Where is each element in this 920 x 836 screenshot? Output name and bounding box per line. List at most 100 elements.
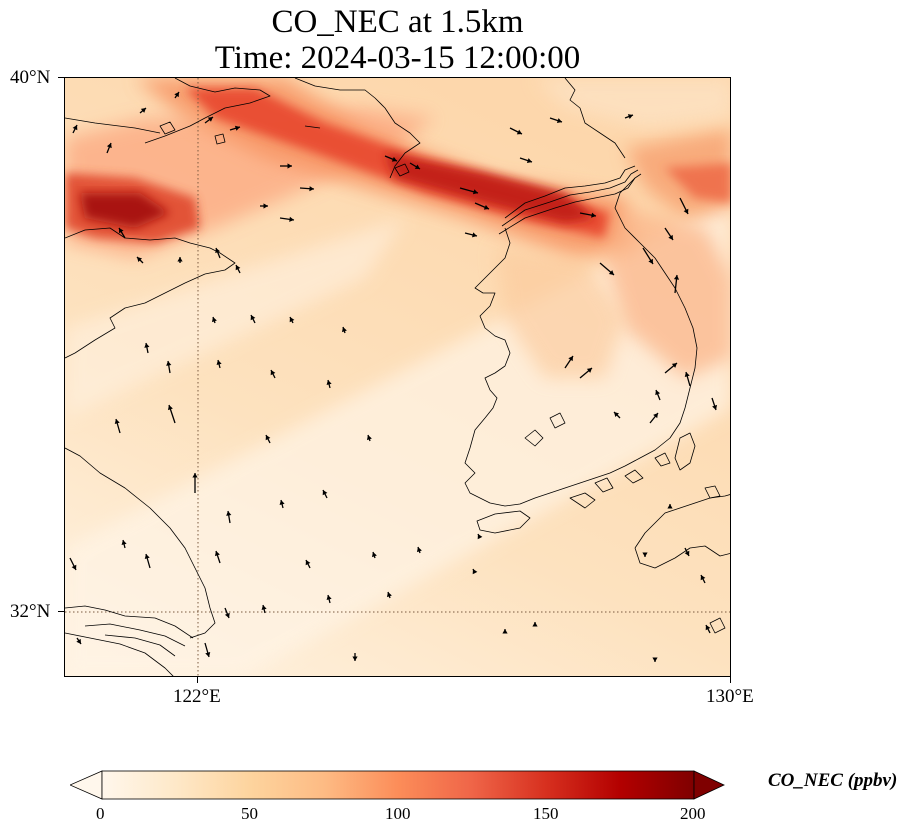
wind-arrow-head bbox=[326, 380, 332, 385]
wind-arrow-head bbox=[477, 534, 483, 540]
wind-arrow-head bbox=[516, 129, 522, 135]
wind-arrow-head bbox=[71, 564, 77, 570]
wind-arrow-head bbox=[556, 118, 562, 124]
wind-arrow-head bbox=[114, 419, 120, 425]
wind-arrow-head bbox=[608, 270, 614, 275]
wind-arrow-head bbox=[683, 208, 689, 214]
wind-arrow-head bbox=[526, 158, 532, 164]
colorbar-label: CO_NEC (ppbv) bbox=[768, 770, 898, 791]
wind-arrow-head bbox=[655, 390, 661, 396]
wind-arrow-head bbox=[472, 189, 478, 195]
wind-arrow-head bbox=[371, 552, 377, 558]
wind-arrow-head bbox=[76, 638, 81, 644]
wind-arrow-head bbox=[667, 504, 673, 509]
wind-arrow-head bbox=[627, 114, 633, 120]
wind-arrow-head bbox=[305, 560, 311, 566]
coastlines bbox=[65, 78, 730, 676]
wind-arrow-head bbox=[472, 232, 477, 238]
wind-arrow-head bbox=[216, 360, 222, 365]
wind-arrow-head bbox=[205, 651, 211, 657]
wind-arrow-head bbox=[700, 575, 706, 581]
wind-arrow-head bbox=[279, 500, 285, 505]
lat-label-32: 32°N bbox=[10, 601, 51, 622]
map-title-line1: CO_NEC at 1.5km bbox=[271, 4, 524, 40]
colorbar-extend-max bbox=[693, 770, 725, 800]
wind-arrow-head bbox=[502, 629, 508, 634]
wind-arrow-head bbox=[137, 257, 143, 263]
map-plot-area bbox=[64, 77, 731, 677]
wind-vectors bbox=[69, 91, 718, 662]
wind-arrow-head bbox=[705, 625, 711, 631]
wind-arrow-head bbox=[352, 656, 358, 661]
wind-arrow-head bbox=[341, 327, 347, 333]
wind-arrow-head bbox=[121, 540, 127, 545]
wind-arrow-head bbox=[211, 317, 217, 323]
wind-arrow-head bbox=[215, 248, 221, 254]
wind-arrow-head bbox=[668, 234, 673, 240]
wind-arrow-head bbox=[106, 143, 112, 149]
wind-arrow-head bbox=[226, 511, 232, 516]
map-title-line2: Time: 2024-03-15 12:00:00 bbox=[214, 40, 581, 76]
map-gridlines bbox=[65, 78, 730, 676]
wind-arrow-head bbox=[391, 156, 397, 162]
wind-arrow-head bbox=[642, 552, 648, 557]
wind-arrow-head bbox=[250, 315, 256, 321]
wind-arrow-head bbox=[614, 412, 620, 418]
wind-arrow-head bbox=[263, 203, 268, 209]
colorbar-tick-150: 150 bbox=[533, 804, 559, 823]
wind-arrow-head bbox=[648, 258, 653, 264]
wind-arrow-head bbox=[684, 372, 690, 378]
wind-arrow-head bbox=[144, 343, 150, 348]
lon-label-122: 122°E bbox=[173, 686, 221, 707]
lon-tick-122 bbox=[197, 677, 198, 683]
wind-arrow-head bbox=[261, 605, 267, 610]
wind-arrow-head bbox=[671, 363, 677, 368]
wind-arrow-head bbox=[72, 125, 78, 131]
colorbar-tick-200: 200 bbox=[680, 804, 706, 823]
wind-arrow-head bbox=[673, 275, 680, 280]
wind-arrow-head bbox=[366, 435, 372, 441]
colorbar bbox=[69, 770, 725, 800]
wind-arrow-head bbox=[166, 361, 172, 366]
wind-arrow-head bbox=[174, 92, 179, 98]
wind-arrow-head bbox=[207, 117, 213, 122]
wind-arrow-head bbox=[712, 404, 718, 410]
wind-arrow-head bbox=[235, 265, 241, 271]
lon-tick-130 bbox=[730, 677, 731, 683]
lat-tick-32 bbox=[58, 611, 64, 612]
wind-arrow-head bbox=[270, 370, 276, 376]
lon-label-130: 130°E bbox=[706, 686, 754, 707]
wind-arrow-head bbox=[265, 435, 271, 441]
wind-arrow-head bbox=[144, 554, 150, 560]
wind-arrow-head bbox=[472, 569, 478, 575]
wind-arrow-head bbox=[322, 490, 328, 496]
wind-arrow-head bbox=[309, 186, 314, 192]
wind-arrow-head bbox=[326, 595, 332, 600]
wind-arrow-head bbox=[167, 405, 173, 411]
wind-arrow-head bbox=[586, 368, 592, 373]
wind-arrow-head bbox=[177, 257, 183, 262]
wind-arrow-head bbox=[214, 551, 220, 557]
colorbar-tick-0: 0 bbox=[96, 804, 105, 823]
wind-arrow-head bbox=[652, 657, 658, 662]
co-concentration-field bbox=[65, 78, 730, 676]
colorbar-gradient bbox=[101, 770, 695, 800]
wind-arrow-head bbox=[568, 356, 573, 362]
wind-arrow-head bbox=[289, 317, 295, 323]
wind-arrow-head bbox=[287, 163, 292, 169]
wind-arrow-head bbox=[532, 622, 538, 627]
wind-arrow-head bbox=[386, 592, 392, 598]
wind-arrow-head bbox=[416, 547, 422, 553]
wind-arrow-head bbox=[483, 204, 489, 210]
wind-arrow-head bbox=[591, 212, 596, 218]
colorbar-extend-min bbox=[69, 770, 103, 800]
wind-arrow-head bbox=[140, 108, 146, 113]
lat-label-40: 40°N bbox=[10, 67, 51, 88]
wind-arrow-head bbox=[119, 228, 124, 234]
wind-arrow-head bbox=[414, 164, 420, 169]
wind-arrow-head bbox=[653, 413, 658, 419]
colorbar-tick-50: 50 bbox=[241, 804, 258, 823]
wind-arrow-head bbox=[224, 612, 230, 618]
wind-arrow-head bbox=[684, 550, 690, 556]
wind-arrow-head bbox=[289, 216, 294, 222]
